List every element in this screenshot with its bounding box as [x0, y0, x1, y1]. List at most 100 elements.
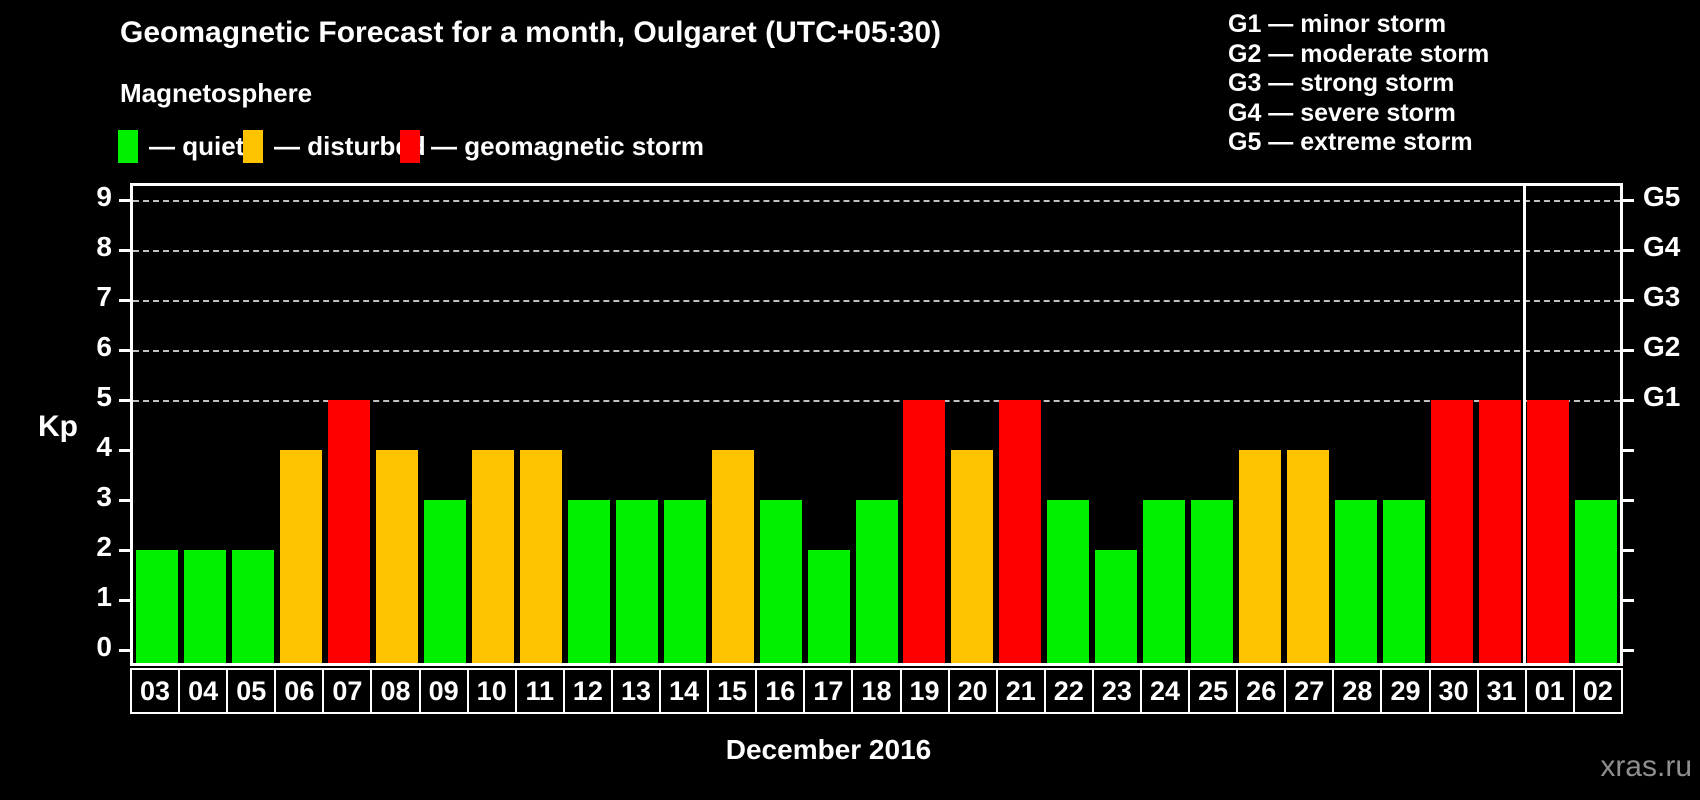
- g-legend-line-1: G1 — minor storm: [1228, 10, 1447, 38]
- gridline-kp9: [133, 200, 1620, 202]
- y-axis-label-5: 5: [96, 381, 112, 412]
- kp-bar-day-03: [136, 550, 178, 663]
- y-axis-tick-left-1: [119, 599, 131, 602]
- day-label-14: 14: [659, 668, 710, 714]
- kp-bar-day-06: [279, 450, 322, 663]
- gridline-kp8: [133, 250, 1620, 252]
- kp-bar-day-05: [231, 550, 274, 663]
- day-label-02: 02: [1572, 668, 1623, 714]
- y-axis-tick-right-1: [1622, 599, 1634, 602]
- y-axis-label-6: 6: [96, 331, 112, 362]
- y-axis-tick-left-2: [119, 549, 131, 552]
- day-label-23: 23: [1091, 668, 1142, 714]
- kp-status-legend: — quiet — disturbed — geomagnetic storm: [0, 128, 1700, 168]
- day-label-04: 04: [178, 668, 229, 714]
- kp-bar-day-14: [663, 500, 706, 663]
- y-axis-tick-right-2: [1622, 549, 1634, 552]
- kp-bar-day-30: [1431, 400, 1474, 663]
- kp-bar-day-27: [1287, 450, 1330, 663]
- day-label-26: 26: [1236, 668, 1287, 714]
- legend-label-quiet: — quiet: [149, 130, 245, 161]
- day-label-20: 20: [947, 668, 998, 714]
- legend-item-quiet: — quiet: [118, 128, 244, 164]
- g-legend-line-3: G3 — strong storm: [1228, 69, 1455, 97]
- y-axis-tick-left-7: [119, 299, 131, 302]
- legend-swatch-disturbed-icon: [243, 129, 263, 163]
- g-axis-label-G5: G5: [1643, 181, 1681, 212]
- day-label-07: 07: [322, 668, 373, 714]
- y-axis-title: Kp: [38, 410, 78, 443]
- y-axis-tick-left-9: [119, 199, 131, 202]
- day-label-22: 22: [1043, 668, 1094, 714]
- y-axis-label-2: 2: [96, 531, 112, 562]
- legend-swatch-storm-icon: [400, 129, 420, 163]
- y-axis-label-7: 7: [96, 281, 112, 312]
- y-axis-tick-right-9: [1622, 199, 1634, 202]
- kp-bar-day-15: [711, 450, 754, 663]
- day-label-09: 09: [418, 668, 469, 714]
- kp-bar-day-26: [1239, 450, 1282, 663]
- y-axis-tick-right-6: [1622, 349, 1634, 352]
- kp-bar-day-04: [183, 550, 226, 663]
- y-axis-tick-left-8: [119, 249, 131, 252]
- day-label-19: 19: [899, 668, 950, 714]
- y-axis-tick-left-6: [119, 349, 131, 352]
- legend-item-storm: — geomagnetic storm: [400, 128, 704, 164]
- x-axis-day-labels: 03 04 05 06 07 08 09 10 11 12 13 14 15 16 17 18 19 20 21 22…: [130, 668, 1623, 714]
- kp-bar-day-16: [759, 500, 802, 663]
- day-label-27: 27: [1284, 668, 1335, 714]
- g-axis-label-G2: G2: [1643, 331, 1681, 362]
- kp-bar-day-11: [519, 450, 562, 663]
- y-axis-tick-right-7: [1622, 299, 1634, 302]
- kp-bar-day-09: [423, 500, 466, 663]
- plot-inner: [133, 186, 1620, 663]
- kp-bar-day-17: [807, 550, 850, 663]
- kp-bar-day-01: [1527, 400, 1570, 663]
- day-label-29: 29: [1380, 668, 1431, 714]
- g-scale-legend: G1 — minor storm G2 — moderate storm G3 — …: [1228, 10, 1489, 158]
- y-axis-label-3: 3: [96, 481, 112, 512]
- kp-bar-day-22: [1047, 500, 1090, 663]
- y-axis-tick-left-4: [119, 449, 131, 452]
- g-legend-line-2: G2 — moderate storm: [1228, 39, 1490, 68]
- y-axis-tick-left-0: [119, 649, 131, 652]
- day-label-15: 15: [707, 668, 758, 714]
- legend-item-disturbed: — disturbed: [243, 128, 426, 164]
- day-label-08: 08: [370, 668, 421, 714]
- month-separator-line: [1522, 186, 1526, 663]
- y-axis-label-1: 1: [96, 581, 112, 612]
- y-axis-label-4: 4: [96, 431, 112, 462]
- gridline-kp7: [133, 300, 1620, 302]
- day-label-10: 10: [466, 668, 517, 714]
- kp-bar-day-02: [1575, 500, 1618, 663]
- day-label-25: 25: [1188, 668, 1239, 714]
- day-label-16: 16: [755, 668, 806, 714]
- day-label-18: 18: [851, 668, 902, 714]
- kp-bar-day-18: [855, 500, 898, 663]
- kp-bar-day-23: [1095, 550, 1138, 663]
- day-label-12: 12: [562, 668, 613, 714]
- kp-bar-day-13: [615, 500, 658, 663]
- chart-subtitle: Magnetosphere: [120, 78, 313, 108]
- y-axis-tick-left-5: [119, 399, 131, 402]
- kp-bar-day-25: [1191, 500, 1234, 663]
- kp-bar-day-21: [999, 400, 1042, 663]
- day-label-06: 06: [274, 668, 325, 714]
- kp-bar-day-12: [567, 500, 610, 663]
- legend-swatch-quiet-icon: [118, 129, 138, 163]
- x-axis-title: December 2016: [725, 734, 932, 765]
- kp-bar-day-08: [375, 450, 418, 663]
- y-axis-tick-right-5: [1622, 399, 1634, 402]
- kp-bar-day-20: [951, 450, 994, 663]
- y-axis-tick-right-4: [1622, 449, 1634, 452]
- g-legend-line-4: G4 — severe storm: [1228, 98, 1456, 127]
- g-axis-label-G3: G3: [1643, 281, 1681, 312]
- chart-title: Geomagnetic Forecast for a month, Oulgar…: [120, 16, 942, 49]
- y-axis-label-0: 0: [96, 631, 112, 662]
- kp-bar-day-19: [903, 400, 946, 663]
- day-label-30: 30: [1428, 668, 1479, 714]
- day-label-28: 28: [1332, 668, 1383, 714]
- plot-area: [130, 183, 1623, 666]
- y-axis-tick-right-8: [1622, 249, 1634, 252]
- g-legend-line-5: G5 — extreme storm: [1228, 128, 1473, 156]
